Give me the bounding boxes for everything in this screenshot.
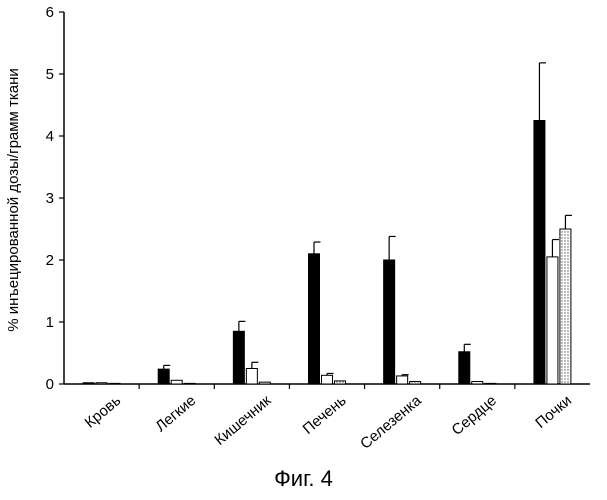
bar <box>410 382 421 384</box>
figure-caption: Фиг. 4 <box>0 466 607 492</box>
x-tick-label: Легкие <box>152 392 199 435</box>
y-tick-label: 3 <box>46 190 54 207</box>
bar <box>309 254 320 384</box>
bar <box>184 383 195 384</box>
bar <box>459 352 470 384</box>
bar <box>547 257 558 384</box>
bars <box>83 63 572 384</box>
y-tick-label: 1 <box>46 314 54 331</box>
bar <box>397 376 408 384</box>
bar <box>158 369 169 384</box>
bar <box>83 383 94 384</box>
y-tick-label: 4 <box>46 128 54 145</box>
x-tick-label: Почки <box>532 392 575 432</box>
bar <box>109 383 120 384</box>
bar <box>96 383 107 384</box>
bar <box>534 121 545 385</box>
x-tick-label: Печень <box>300 392 350 438</box>
bar <box>472 382 483 384</box>
x-tick-label: Кишечник <box>211 392 274 449</box>
bar <box>322 375 333 384</box>
y-tick-label: 0 <box>46 376 54 393</box>
bar <box>485 383 496 384</box>
x-tick-label: Сердце <box>449 392 500 439</box>
y-tick-label: 2 <box>46 252 54 269</box>
y-tick-label: 6 <box>46 4 54 21</box>
labels: Кровь Легкие Кишечник ПеченьСелезенка Сердце… <box>82 392 575 453</box>
x-tick-label: Кровь <box>82 392 125 432</box>
x-tick-label: Селезенка <box>357 392 425 453</box>
bar <box>335 381 346 384</box>
y-axis-label: % инъецированной дозы/грамм ткани <box>5 68 22 332</box>
y-tick-label: 5 <box>46 66 54 83</box>
bar <box>171 380 182 384</box>
bar <box>384 260 395 384</box>
bar <box>560 229 571 384</box>
bar <box>233 331 244 384</box>
bar <box>246 369 257 385</box>
bar <box>259 382 270 384</box>
